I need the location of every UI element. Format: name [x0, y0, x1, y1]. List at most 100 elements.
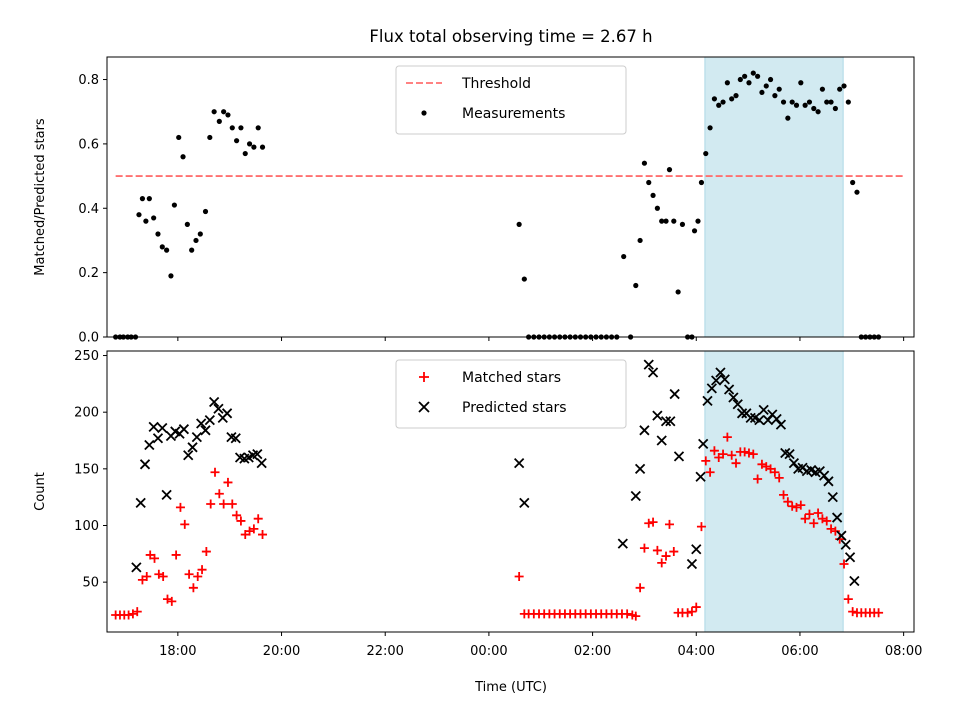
data-point	[142, 571, 152, 581]
y-axis-label: Count	[33, 472, 48, 511]
data-point	[705, 467, 715, 477]
data-point	[652, 545, 662, 555]
data-point	[774, 473, 784, 483]
data-point	[193, 571, 203, 581]
data-point	[201, 547, 211, 557]
data-point	[711, 375, 722, 386]
data-point	[132, 607, 142, 617]
data-point	[256, 458, 267, 469]
data-point	[695, 471, 706, 482]
data-point	[779, 490, 789, 500]
y-tick-label: 150	[74, 462, 99, 477]
data-point	[135, 497, 146, 508]
data-point	[754, 414, 765, 426]
data-point	[148, 421, 159, 433]
legend-marker	[419, 372, 429, 382]
data-point	[819, 470, 830, 481]
count-panel: 50 100 150 200 250 18:00 20:00 22:00 00:00 02:00 0…	[33, 349, 922, 659]
data-point	[748, 449, 758, 459]
data-point	[753, 474, 763, 484]
data-point	[722, 432, 732, 442]
data-point	[221, 408, 233, 419]
data-point	[207, 134, 213, 141]
data-point	[630, 490, 641, 502]
data-point	[652, 410, 663, 421]
data-point	[146, 196, 152, 202]
highlight-span	[704, 350, 844, 633]
data-point	[622, 609, 632, 619]
data-point	[836, 530, 847, 541]
legend-box	[395, 359, 627, 429]
data-point	[516, 221, 522, 227]
data-point	[844, 552, 856, 563]
legend: Matched stars Predicted stars	[395, 359, 627, 429]
data-point	[171, 202, 177, 208]
data-point	[158, 571, 168, 581]
data-point	[695, 218, 701, 224]
data-point	[521, 276, 527, 282]
data-point	[742, 73, 748, 79]
data-point	[758, 404, 769, 416]
data-point	[789, 99, 795, 105]
data-point	[728, 392, 739, 403]
data-point	[671, 218, 677, 224]
data-point	[827, 492, 838, 503]
x-tick-label: 08:00	[885, 644, 922, 659]
data-point	[227, 499, 237, 509]
data-point	[209, 396, 220, 408]
data-point	[191, 431, 202, 443]
data-point	[200, 425, 211, 436]
data-point	[139, 196, 146, 202]
data-point	[238, 125, 244, 131]
data-point	[514, 571, 524, 581]
chart-title: Flux total observing time = 2.67 h	[369, 27, 652, 46]
data-point	[666, 167, 673, 173]
data-point	[770, 467, 780, 477]
data-point	[675, 289, 681, 295]
data-point	[663, 218, 669, 224]
data-point	[831, 512, 843, 523]
data-point	[783, 497, 793, 507]
data-point	[691, 228, 698, 234]
data-point	[519, 497, 530, 508]
y-axis-label: Matched/Predicted stars	[33, 118, 48, 276]
legend-label: Predicted stars	[462, 400, 567, 416]
x-tick-label: 22:00	[366, 644, 403, 659]
data-point	[221, 109, 227, 115]
data-point	[168, 273, 174, 279]
y-tick-label: 250	[74, 349, 99, 364]
data-point	[698, 438, 709, 450]
data-point	[219, 499, 229, 509]
data-point	[196, 418, 207, 429]
data-point	[715, 367, 726, 378]
data-point	[736, 408, 748, 419]
data-point	[251, 144, 257, 150]
data-point	[843, 594, 853, 604]
data-point	[637, 237, 643, 244]
data-point	[771, 413, 782, 425]
data-point	[740, 447, 750, 457]
data-point	[835, 534, 845, 544]
data-point	[242, 150, 248, 157]
data-point	[840, 539, 851, 550]
data-point	[216, 118, 222, 124]
y-tick-label: 50	[82, 576, 99, 591]
data-point	[784, 448, 795, 460]
data-point	[780, 99, 787, 105]
data-point	[691, 602, 701, 612]
data-point	[854, 189, 860, 195]
data-point	[246, 141, 253, 147]
legend: Threshold Measurements	[395, 65, 627, 135]
y-tick-label: 0.8	[78, 73, 99, 88]
y-tick-label: 0.4	[78, 202, 99, 217]
data-point	[143, 218, 149, 224]
data-point	[804, 509, 814, 519]
series-matched-stars	[111, 432, 884, 621]
data-point	[802, 102, 808, 108]
data-point	[813, 508, 823, 518]
data-point	[737, 76, 743, 83]
data-point	[724, 80, 730, 86]
data-point	[259, 144, 266, 150]
data-point	[249, 524, 259, 534]
